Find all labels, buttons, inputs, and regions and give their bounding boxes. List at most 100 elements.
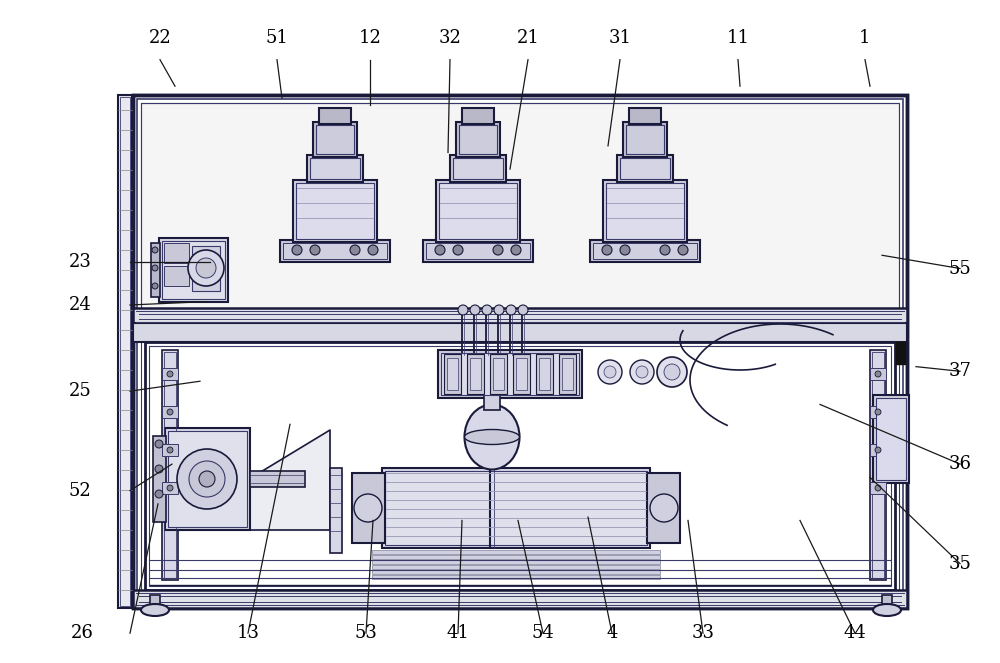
Bar [162,241,225,299]
Circle shape [602,245,612,255]
Circle shape [650,494,678,522]
Bar [162,482,178,494]
Circle shape [152,283,158,289]
Bar [372,550,660,554]
Circle shape [604,366,616,378]
Bar [439,183,517,239]
Text: 26: 26 [71,624,93,642]
Text: 12: 12 [359,29,381,48]
Bar [441,353,579,395]
Bar [150,595,160,613]
Bar [426,243,530,259]
Circle shape [196,258,216,278]
Text: 51: 51 [266,29,288,48]
Bar [623,122,667,157]
Bar [307,155,363,182]
Bar [133,95,907,608]
Text: 32: 32 [439,29,461,48]
Bar [606,183,684,239]
Bar [516,358,527,390]
Bar [870,368,886,380]
Bar [873,395,909,483]
Bar [164,266,189,286]
Circle shape [453,245,463,255]
Bar [447,358,458,390]
Circle shape [506,305,516,315]
Bar [283,243,387,259]
Bar [484,385,500,410]
Bar [459,125,497,154]
Bar [165,428,250,530]
Bar [372,555,660,559]
Bar [870,406,886,418]
Circle shape [167,485,173,491]
Text: 21: 21 [517,29,539,48]
Bar [316,125,354,154]
Text: 55: 55 [949,259,971,278]
Bar [293,180,377,242]
Circle shape [470,305,480,315]
Bar [149,346,891,586]
Bar [296,183,374,239]
Bar [310,158,360,179]
Circle shape [155,440,163,448]
Circle shape [310,245,320,255]
Circle shape [155,465,163,473]
Text: 13: 13 [237,624,260,642]
Text: 22: 22 [149,29,171,48]
Circle shape [458,305,468,315]
Circle shape [511,245,521,255]
Bar [453,158,503,179]
Circle shape [152,265,158,271]
Text: 24: 24 [69,296,91,314]
Bar [162,368,178,380]
Circle shape [368,245,378,255]
Text: 23: 23 [69,253,91,271]
Circle shape [493,245,503,255]
Circle shape [350,245,360,255]
Text: 37: 37 [949,362,971,381]
Bar [145,342,895,590]
Circle shape [664,364,680,380]
Bar [626,125,664,154]
Bar [617,155,673,182]
Circle shape [630,360,654,384]
Bar [490,354,507,394]
Bar [870,482,886,494]
Bar [493,358,504,390]
Text: 31: 31 [608,29,632,48]
Bar [162,406,178,418]
Bar [137,99,903,604]
Ellipse shape [873,604,901,616]
Bar [133,323,907,342]
Bar [153,436,166,522]
Circle shape [167,447,173,453]
Bar [313,122,357,157]
Circle shape [188,250,224,286]
Bar [620,158,670,179]
Bar [462,108,494,124]
Bar [372,570,660,574]
Circle shape [167,371,173,377]
Circle shape [152,247,158,253]
Text: 41: 41 [447,624,469,642]
Circle shape [435,245,445,255]
Bar [603,180,687,242]
Bar [372,575,660,579]
Bar [162,350,178,580]
Bar [870,350,886,580]
Circle shape [875,409,881,415]
Bar [168,431,247,527]
Text: 4: 4 [606,624,618,642]
Circle shape [678,245,688,255]
Text: 11: 11 [726,29,750,48]
Bar [385,471,647,545]
Circle shape [292,245,302,255]
Bar [141,103,899,310]
Bar [467,354,484,394]
Bar [164,352,176,578]
Bar [372,565,660,569]
Text: 36: 36 [948,455,971,473]
Text: 44: 44 [844,624,866,642]
Bar [151,243,160,297]
